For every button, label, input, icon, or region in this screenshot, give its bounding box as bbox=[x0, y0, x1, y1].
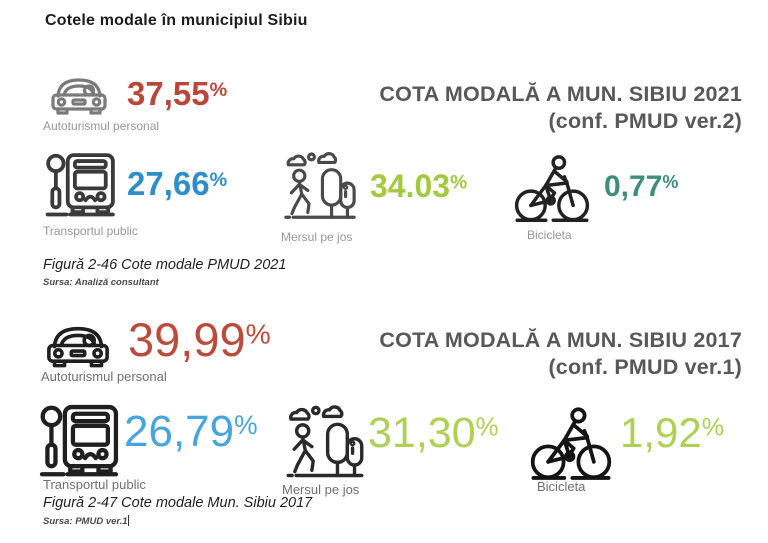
percent-sign: % bbox=[701, 413, 725, 442]
bus-share-value-2017: 26,79% bbox=[124, 410, 258, 454]
car-icon bbox=[47, 66, 111, 116]
percent-sign: % bbox=[475, 413, 499, 442]
value-text: 26,79 bbox=[124, 407, 235, 456]
walk-share-value-2021: 34.03% bbox=[370, 170, 467, 202]
bus-share-label-2021: Transportul public bbox=[43, 224, 138, 238]
car-share-label-2017: Autoturismul personal bbox=[41, 369, 167, 384]
figure-2017-heading-line1: COTA MODALĂ A MUN. SIBIU 2017 bbox=[379, 328, 742, 352]
figure-2021-heading: COTA MODALĂ A MUN. SIBIU 2021 (conf. PMU… bbox=[312, 81, 742, 135]
value-text: 31,30 bbox=[368, 409, 476, 457]
value-text: 37,55 bbox=[127, 75, 210, 112]
walk-share-label-2021: Mersul pe jos bbox=[281, 230, 353, 244]
percent-sign: % bbox=[450, 172, 468, 194]
source-text: Sursa: PMUD ver.1 bbox=[43, 516, 128, 527]
value-text: 1,92 bbox=[620, 409, 702, 456]
bike-share-value-2017: 1,92% bbox=[620, 412, 724, 454]
percent-sign: % bbox=[234, 410, 258, 441]
value-text: 0,77 bbox=[604, 170, 663, 203]
page-title: Cotele modale în municipiul Sibiu bbox=[45, 12, 308, 29]
bus-stop-icon bbox=[44, 148, 120, 224]
figure-2017-caption: Figură 2-47 Cote modale Mun. Sibiu 2017 bbox=[43, 495, 313, 511]
bicycle-icon bbox=[528, 404, 614, 482]
figure-2021-heading-line2: (conf. PMUD ver.2) bbox=[548, 109, 742, 133]
figure-2017-heading-line2: (conf. PMUD ver.1) bbox=[548, 355, 742, 379]
text-cursor bbox=[128, 515, 130, 526]
percent-sign: % bbox=[662, 171, 679, 192]
figure-2017-source: Sursa: PMUD ver.1 bbox=[43, 515, 130, 527]
walk-share-label-2017: Mersul pe jos bbox=[282, 482, 360, 497]
figure-2021-heading-line1: COTA MODALĂ A MUN. SIBIU 2021 bbox=[379, 82, 742, 106]
bike-share-label-2021: Bicicleta bbox=[527, 228, 572, 242]
figure-2017-heading: COTA MODALĂ A MUN. SIBIU 2017 (conf. PMU… bbox=[312, 327, 742, 381]
pedestrian-icon bbox=[281, 149, 359, 227]
bus-stop-icon bbox=[38, 399, 124, 485]
pedestrian-icon bbox=[283, 402, 367, 486]
bike-share-value-2021: 0,77% bbox=[604, 172, 678, 202]
value-text: 34.03 bbox=[370, 168, 451, 204]
car-share-value-2017: 39,99% bbox=[128, 316, 271, 363]
bike-share-label-2017: Bicicleta bbox=[537, 479, 586, 494]
car-share-label-2021: Autoturismul personal bbox=[43, 119, 160, 133]
bicycle-icon bbox=[512, 152, 592, 224]
percent-sign: % bbox=[245, 317, 271, 350]
bus-share-value-2021: 27,66% bbox=[127, 167, 227, 200]
value-text: 39,99 bbox=[128, 313, 246, 366]
walk-share-value-2017: 31,30% bbox=[368, 412, 499, 455]
percent-sign: % bbox=[209, 169, 228, 192]
value-text: 27,66 bbox=[127, 165, 210, 202]
percent-sign: % bbox=[209, 79, 228, 102]
car-share-value-2021: 37,55% bbox=[127, 77, 227, 110]
car-icon bbox=[42, 313, 114, 369]
figure-2021-caption: Figură 2-46 Cote modale PMUD 2021 bbox=[43, 257, 287, 273]
bus-share-label-2017: Transportul public bbox=[43, 477, 146, 492]
figure-2021-source: Sursa: Analiză consultant bbox=[43, 277, 159, 288]
